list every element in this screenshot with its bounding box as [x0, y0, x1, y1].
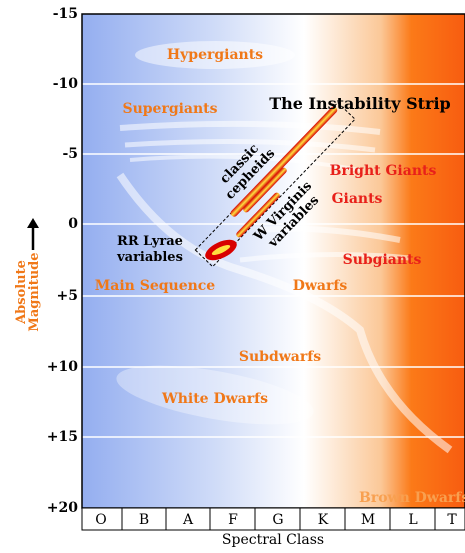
- label: B: [139, 512, 149, 528]
- y-axis-label: AbsoluteMagnitude: [14, 218, 42, 332]
- label: RR Lyrae: [117, 234, 183, 249]
- region-label: RR Lyrae variables: [116, 234, 183, 265]
- region-label: Giants: [332, 191, 383, 207]
- x-classes: O B A F G K M L T: [81, 507, 465, 531]
- region-label: Brown Dwarfs: [359, 490, 465, 506]
- svg-text:AbsoluteMagnitude: AbsoluteMagnitude: [14, 252, 42, 331]
- label: -5: [62, 146, 78, 162]
- region-label: Subgiants: [343, 252, 422, 268]
- y-ticks: -15 -10 -5 0 +5 +10 +15 +20: [47, 6, 78, 516]
- label: A: [182, 512, 194, 528]
- region-label: Subdwarfs: [239, 349, 321, 365]
- label: -10: [53, 76, 79, 92]
- x-axis-label: Spectral Class: [222, 532, 324, 548]
- title: The Instability Strip: [269, 94, 451, 113]
- label: Absolute: [14, 260, 29, 325]
- clip: Brown Dwarfs: [359, 490, 465, 506]
- label: 0: [68, 216, 78, 232]
- label: F: [228, 512, 238, 528]
- region-label: Bright Giants: [330, 163, 437, 179]
- label: K: [318, 512, 329, 528]
- region-label: Dwarfs: [293, 278, 348, 294]
- region-label: Supergiants: [122, 101, 217, 117]
- label: T: [447, 512, 457, 528]
- region-label: Main Sequence: [95, 278, 216, 294]
- label: +10: [47, 359, 78, 375]
- region-label: White Dwarfs: [161, 391, 268, 407]
- label: L: [408, 512, 417, 528]
- label: +15: [47, 429, 78, 445]
- label: -15: [53, 6, 78, 22]
- region-label: Hypergiants: [167, 47, 263, 63]
- label: O: [95, 512, 106, 528]
- label: +20: [47, 500, 78, 516]
- star-bands: [116, 41, 453, 454]
- label: variables: [116, 250, 183, 265]
- plot-background: [82, 14, 465, 508]
- instability-strip: [194, 101, 356, 268]
- label: G: [272, 512, 283, 528]
- label: Magnitude: [27, 252, 42, 331]
- label: M: [361, 512, 375, 528]
- label: +5: [57, 288, 78, 304]
- grid: [82, 83, 465, 438]
